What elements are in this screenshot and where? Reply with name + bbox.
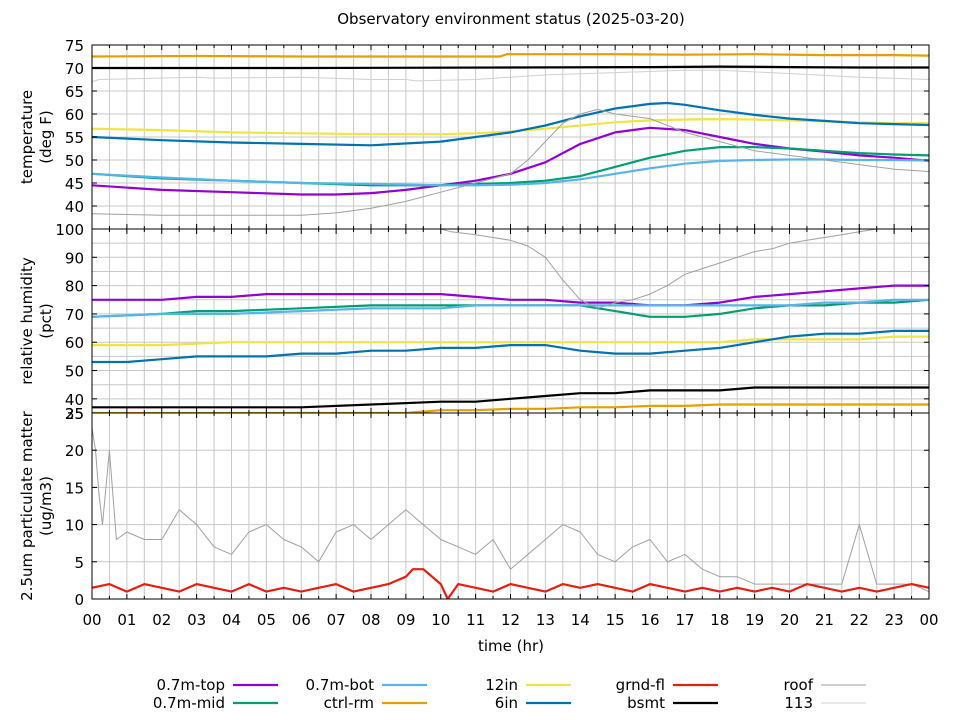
x-tick-label: 11 [466,611,485,629]
y-axis-label: 2.5um particulate matter [18,410,36,600]
legend-item-roof: roof [784,676,866,694]
y-tick-label: 35 [65,405,84,423]
series-line-grnd-fl [92,568,929,599]
x-tick-label: 14 [571,611,590,629]
x-tick-label: 08 [361,611,380,629]
x-tick-label: 02 [152,611,171,629]
y-tick-label: 15 [65,479,84,497]
x-tick-label: 18 [710,611,729,629]
y-tick-label: 80 [65,278,84,296]
series-line-bsmt [92,386,929,409]
y-tick-label: 50 [65,363,84,381]
y-axis-label: relative humidity [18,257,36,385]
y-tick-label: 25 [65,405,84,423]
panel-frame [91,412,930,600]
x-tick-label: 01 [117,611,136,629]
series-line-6in [92,329,929,364]
series-line-6in [92,101,929,147]
legend-item-grnd-fl: grnd-fl [616,676,718,694]
y-tick-label: 40 [65,198,84,216]
legend-item-bsmt: bsmt [627,694,718,712]
chart-title: Observatory environment status (2025-03-… [337,10,685,28]
x-tick-label: 21 [815,611,834,629]
legend-label: 0.7m-top [157,676,225,694]
legend-label: 113 [784,694,813,712]
y-axis-label: (ug/m3) [37,476,55,536]
y-axis-label: (pct) [37,303,55,338]
legend-label: 0.7m-mid [153,694,225,712]
x-tick-label: 15 [606,611,625,629]
y-tick-label: 0 [74,591,84,609]
legend-item-0.7m-mid: 0.7m-mid [153,694,278,712]
y-tick-label: 70 [65,60,84,78]
x-tick-label: 05 [257,611,276,629]
legend-item-0.7m-bot: 0.7m-bot [306,676,427,694]
legend-label: 12in [485,676,518,694]
series-line-roof [440,229,877,309]
y-tick-label: 45 [65,175,84,193]
y-tick-label: 20 [65,442,84,460]
series-group [92,427,929,599]
y-tick-label: 50 [65,152,84,170]
x-tick-label: 20 [780,611,799,629]
y-tick-label: 65 [65,83,84,101]
legend-item-0.7m-top: 0.7m-top [157,676,278,694]
series-group [92,53,929,216]
y-axis-label: (deg F) [37,110,55,163]
x-axis: 00 01 02 03 04 05 06 07 08 09 10 11 12 13 14 15 16 17 18 19… [82,611,938,629]
series-line-roof [92,108,929,216]
legend-label: grnd-fl [616,676,665,694]
x-tick-label: 04 [222,611,241,629]
legend-label: ctrl-rm [324,694,374,712]
series-line-12in [92,335,929,347]
x-tick-label: 09 [396,611,415,629]
y-tick-label: 75 [65,37,84,55]
y-tick-label: 40 [65,391,84,409]
series-group [92,229,929,413]
legend-item-6in: 6in [495,694,571,712]
y-tick-label: 90 [65,249,84,267]
panel-3: 0 5 10 15 20 25 2.5um particulate matter (ug/m3… [18,405,930,609]
x-tick-label: 00 [82,611,101,629]
series-line-ctrl-rm [92,53,929,58]
y-tick-label: 70 [65,306,84,324]
series-line-bsmt [92,65,929,70]
legend-item-ctrl-rm: ctrl-rm [324,694,427,712]
series-line-roof [92,427,929,593]
x-tick-label: 03 [187,611,206,629]
x-tick-label: 13 [536,611,555,629]
x-tick-label: 12 [501,611,520,629]
x-tick-label: 22 [850,611,869,629]
legend-item-12in: 12in [485,676,571,694]
legend-item-113: 113 [784,694,866,712]
x-tick-label: 19 [745,611,764,629]
x-tick-label: 07 [327,611,346,629]
series-line-113 [92,69,929,83]
y-axis-label: temperature [18,90,36,184]
y-tick-label: 5 [74,554,84,572]
x-tick-label: 00 [919,611,938,629]
legend-label: 6in [495,694,518,712]
panel-1: 40 45 50 55 60 65 70 75 temperature (deg F) [18,37,930,230]
x-tick-label: 16 [640,611,659,629]
x-axis-label: time (hr) [478,637,544,655]
y-tick-label: 55 [65,129,84,147]
y-tick-label: 10 [65,517,84,535]
y-tick-label: 100 [55,221,84,239]
y-tick-label: 60 [65,334,84,352]
legend-label: bsmt [627,694,665,712]
series-line-0.7m-top [92,284,929,307]
series-line-0.7m-bot [92,298,929,318]
x-tick-label: 17 [675,611,694,629]
legend-label: roof [784,676,814,694]
x-tick-label: 23 [885,611,904,629]
x-tick-label: 10 [431,611,450,629]
y-tick-label: 60 [65,106,84,124]
legend-label: 0.7m-bot [306,676,375,694]
x-tick-label: 06 [292,611,311,629]
